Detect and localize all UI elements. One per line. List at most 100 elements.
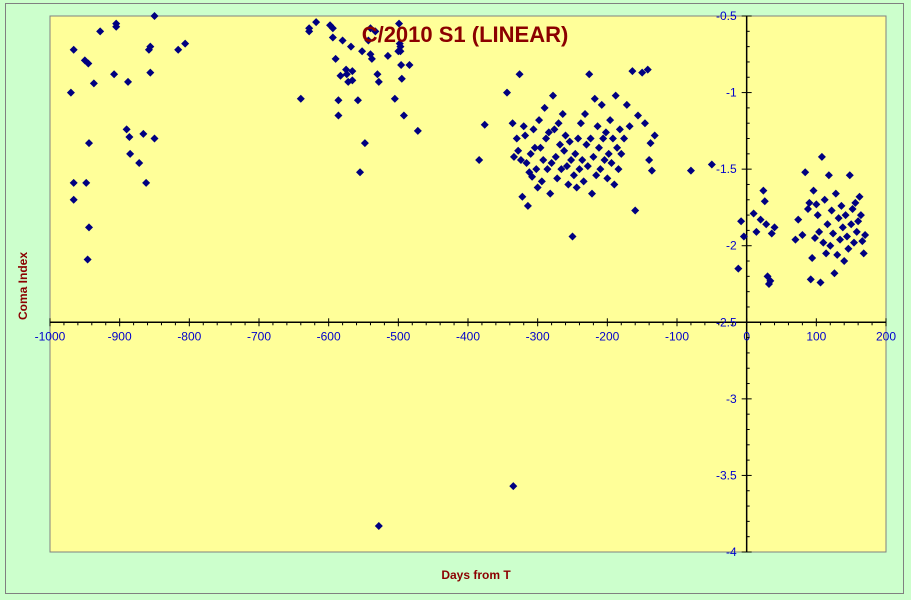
data-point [533, 183, 542, 192]
data-point [622, 100, 631, 109]
data-point [812, 200, 821, 209]
y-tick-label: -2 [726, 239, 737, 253]
data-point [562, 162, 571, 171]
data-point [762, 220, 771, 229]
data-point [638, 68, 647, 77]
data-point [532, 165, 541, 174]
data-point [331, 54, 340, 63]
data-point [390, 94, 399, 103]
data-point [625, 122, 634, 131]
data-point [615, 125, 624, 134]
data-point [596, 165, 605, 174]
data-point [523, 201, 532, 210]
data-point [396, 47, 405, 56]
data-point [85, 223, 94, 232]
data-point [371, 27, 380, 36]
data-point [831, 189, 840, 198]
data-point [550, 125, 559, 134]
data-point [537, 177, 546, 186]
data-point [528, 172, 537, 181]
data-point [836, 235, 845, 244]
data-point [582, 140, 591, 149]
data-point [360, 139, 369, 148]
x-tick-label: 100 [806, 329, 826, 343]
data-point [328, 33, 337, 42]
data-point [633, 111, 642, 120]
data-point [593, 122, 602, 131]
data-point [509, 152, 518, 161]
data-point [581, 110, 590, 119]
data-point [815, 227, 824, 236]
data-point [356, 168, 365, 177]
data-point [374, 77, 383, 86]
data-point [328, 24, 337, 33]
data-point [544, 128, 553, 137]
data-point [766, 276, 775, 285]
data-point [628, 67, 637, 76]
data-point [554, 119, 563, 128]
data-point [69, 45, 78, 54]
data-point [296, 94, 305, 103]
data-point [597, 100, 606, 109]
data-point [791, 235, 800, 244]
data-point [565, 137, 574, 146]
data-point [829, 229, 838, 238]
data-point [557, 165, 566, 174]
data-point [540, 103, 549, 112]
data-point [734, 264, 743, 273]
data-point [146, 68, 155, 77]
data-point [150, 134, 159, 143]
data-point [69, 195, 78, 204]
data-point [805, 198, 814, 207]
data-point [603, 174, 612, 183]
data-point [174, 45, 183, 54]
y-tick-label: -1 [726, 86, 737, 100]
data-point [89, 79, 98, 88]
data-point [808, 253, 817, 262]
data-point [749, 209, 758, 218]
data-point [346, 42, 355, 51]
data-point [752, 227, 761, 236]
x-tick-label: -600 [317, 329, 341, 343]
data-point [85, 139, 94, 148]
data-point [336, 71, 345, 80]
data-point [794, 215, 803, 224]
x-tick-label: -300 [526, 329, 550, 343]
data-point [737, 217, 746, 226]
data-point [686, 166, 695, 175]
plot-area [49, 15, 887, 553]
data-point [643, 65, 652, 74]
data-point [405, 61, 414, 70]
data-point [809, 186, 818, 195]
x-axis-title: Days from T [441, 568, 511, 582]
data-point [508, 119, 517, 128]
data-point [851, 198, 860, 207]
data-point [69, 178, 78, 187]
data-point [830, 269, 839, 278]
data-point [503, 88, 512, 97]
data-point [514, 146, 523, 155]
data-point [589, 152, 598, 161]
data-point [383, 51, 392, 60]
data-point [551, 152, 560, 161]
data-point [608, 134, 617, 143]
data-point [840, 257, 849, 266]
data-point [139, 129, 148, 138]
data-point [480, 120, 489, 129]
data-point [620, 134, 629, 143]
data-point [399, 111, 408, 120]
data-point [367, 54, 376, 63]
data-point [650, 131, 659, 140]
data-point [594, 143, 603, 152]
data-point [801, 168, 810, 177]
data-point [739, 232, 748, 241]
data-point [576, 119, 585, 128]
data-point [522, 159, 531, 168]
data-point [334, 111, 343, 120]
data-point [849, 238, 858, 247]
y-axis-title: Coma Index [16, 252, 30, 320]
data-point [395, 19, 404, 28]
data-point [767, 229, 776, 238]
